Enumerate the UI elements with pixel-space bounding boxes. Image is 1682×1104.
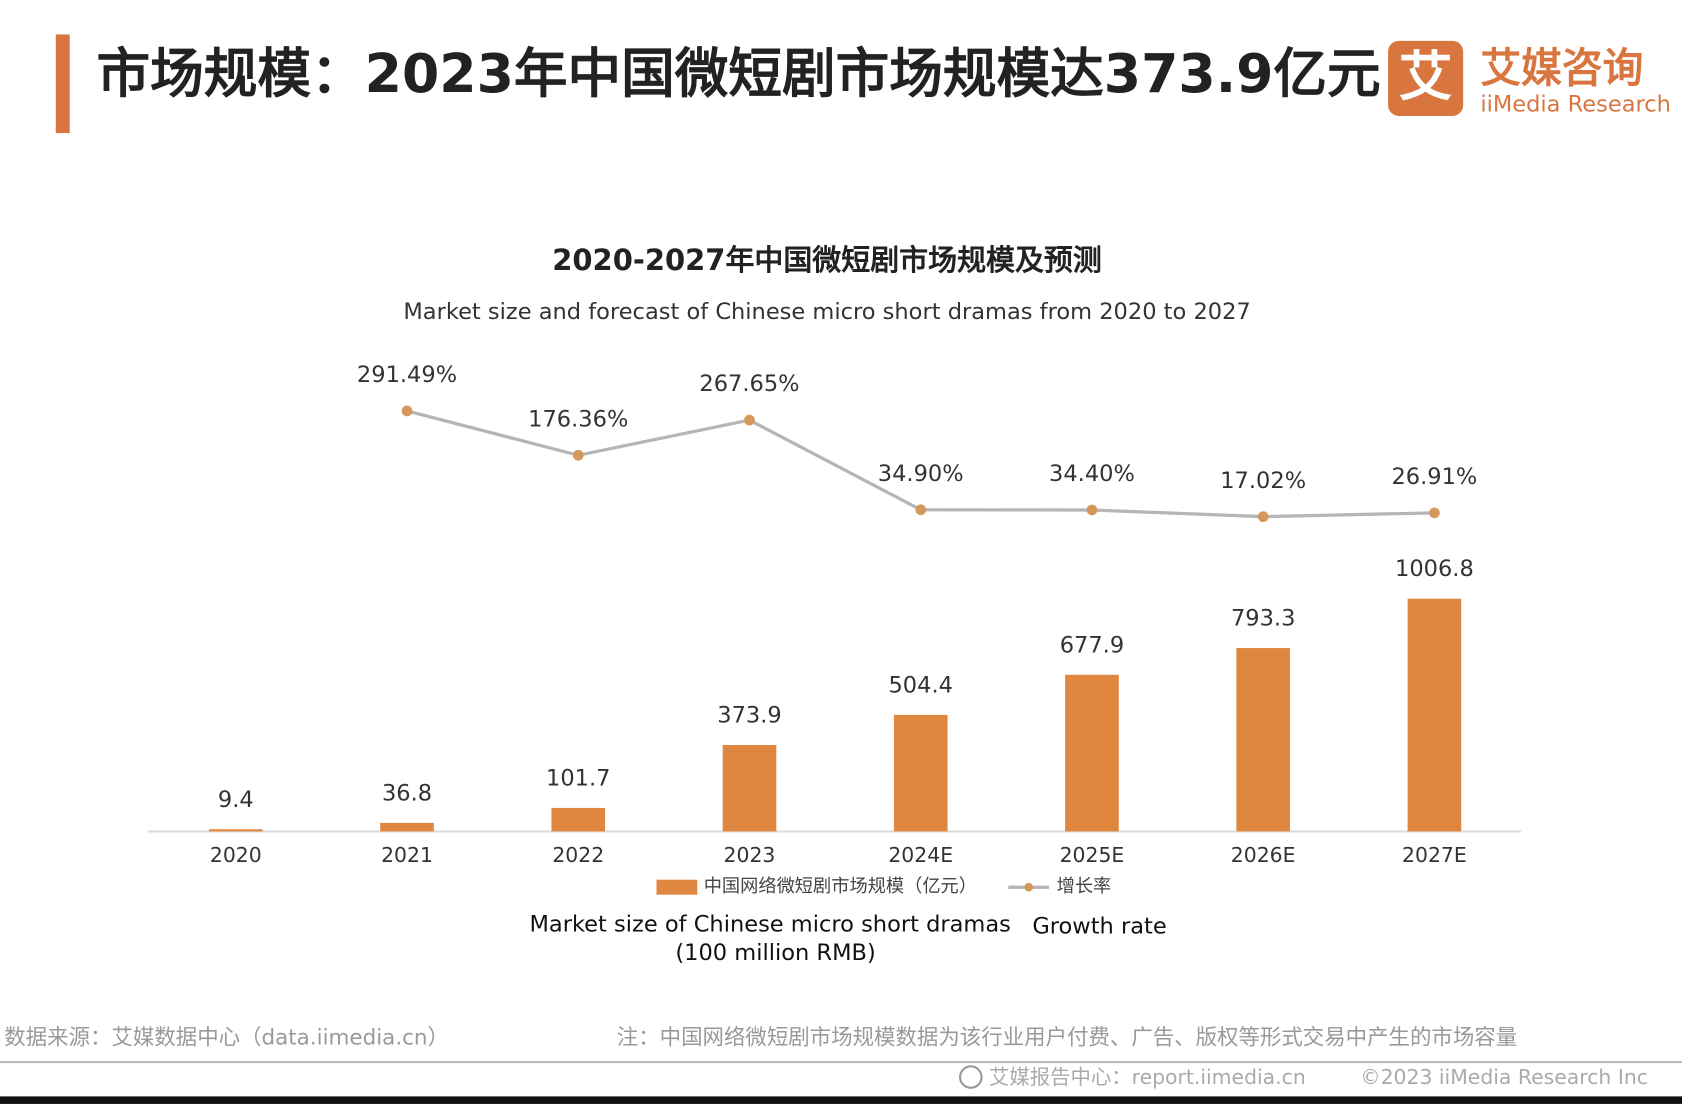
logo-name: 艾媒咨询 bbox=[1480, 44, 1643, 92]
header-accent bbox=[55, 34, 70, 134]
bar-value-label: 504.4 bbox=[888, 672, 952, 698]
bar-value-label: 677.9 bbox=[1060, 632, 1124, 658]
bar bbox=[722, 745, 777, 832]
legend-label: 中国网络微短剧市场规模（亿元） bbox=[704, 876, 977, 897]
bar bbox=[1236, 648, 1290, 832]
x-tick-label: 2025E bbox=[1060, 843, 1125, 867]
x-tick-label: 2023 bbox=[724, 843, 776, 867]
chart-title: 2020-2027年中国微短剧市场规模及预测 bbox=[552, 243, 1102, 277]
note: 注：中国网络微短剧市场规模数据为该行业用户付费、广告、版权等形式交易中产生的市场… bbox=[617, 1025, 1517, 1050]
x-tick-label: 2027E bbox=[1402, 843, 1467, 867]
bar bbox=[551, 807, 606, 832]
logo-mark: 艾 bbox=[1399, 45, 1453, 108]
page-title: 市场规模：2023年中国微短剧市场规模达373.9亿元 bbox=[97, 42, 1381, 105]
x-tick-label: 2021 bbox=[381, 843, 433, 867]
growth-value-label: 34.90% bbox=[878, 461, 964, 487]
legend-swatch-dot bbox=[1024, 882, 1034, 892]
chart-subtitle: Market size and forecast of Chinese micr… bbox=[403, 299, 1250, 325]
logo-en: iiMedia Research bbox=[1480, 92, 1671, 118]
bar-value-label: 793.3 bbox=[1231, 606, 1295, 632]
bar bbox=[1065, 674, 1119, 832]
bar bbox=[208, 829, 263, 832]
bar bbox=[893, 714, 948, 832]
growth-value-label: 291.49% bbox=[357, 362, 457, 388]
growth-value-label: 176.36% bbox=[528, 406, 628, 432]
annotation: Market size of Chinese micro short drama… bbox=[529, 911, 1010, 937]
bar-value-label: 36.8 bbox=[382, 780, 432, 806]
legend-swatch-bar bbox=[656, 879, 698, 895]
growth-point bbox=[572, 449, 584, 461]
x-tick-label: 2022 bbox=[552, 843, 604, 867]
growth-point bbox=[915, 504, 927, 516]
x-tick-label: 2020 bbox=[210, 843, 262, 867]
logo-box bbox=[1388, 40, 1464, 116]
annotation: (100 million RMB) bbox=[675, 940, 875, 966]
legend-label: 增长率 bbox=[1057, 876, 1112, 897]
growth-value-label: 17.02% bbox=[1220, 468, 1306, 494]
source: 数据来源：艾媒数据中心（data.iimedia.cn） bbox=[4, 1025, 449, 1050]
growth-point bbox=[401, 405, 413, 417]
report-icon bbox=[958, 1065, 983, 1089]
growth-value-label: 267.65% bbox=[699, 371, 799, 397]
annotation: Growth rate bbox=[1032, 913, 1166, 939]
copyright: ©2023 iiMedia Research Inc bbox=[1360, 1065, 1648, 1089]
growth-point bbox=[1086, 504, 1098, 516]
bar bbox=[1407, 598, 1462, 832]
x-tick-label: 2026E bbox=[1231, 843, 1296, 867]
growth-value-label: 34.40% bbox=[1049, 461, 1135, 487]
growth-point bbox=[744, 414, 755, 426]
bar bbox=[380, 822, 434, 832]
bottom-bar bbox=[0, 1096, 1682, 1104]
bar-value-label: 101.7 bbox=[546, 765, 610, 791]
x-tick-label: 2024E bbox=[888, 843, 953, 867]
bar-value-label: 9.4 bbox=[218, 787, 254, 813]
growth-point bbox=[1429, 507, 1440, 519]
bar-value-label: 1006.8 bbox=[1395, 556, 1474, 582]
growth-point bbox=[1257, 511, 1269, 523]
report-center: 艾媒报告中心：report.iimedia.cn bbox=[989, 1065, 1306, 1089]
bar-value-label: 373.9 bbox=[717, 703, 781, 729]
growth-value-label: 26.91% bbox=[1391, 464, 1477, 490]
